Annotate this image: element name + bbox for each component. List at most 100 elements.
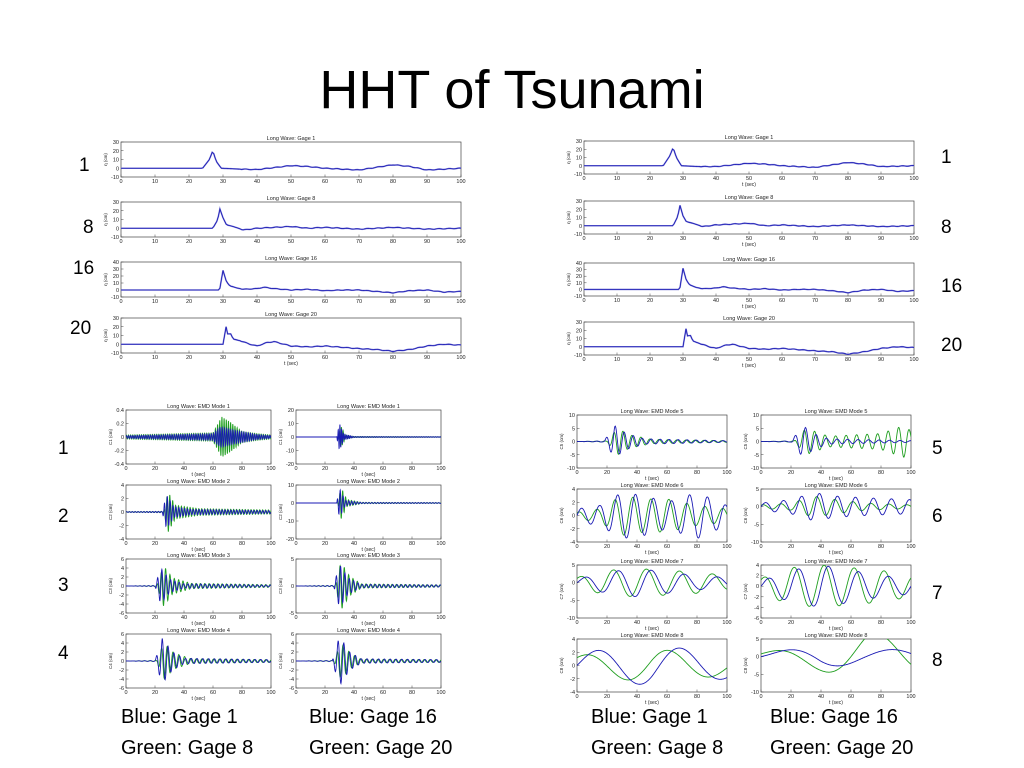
y-tick-label: 20	[113, 209, 119, 215]
plot-frame	[576, 488, 728, 543]
y-tick-label: -5	[570, 598, 575, 604]
x-tick-label: 90	[424, 299, 430, 305]
y-tick-label: 4	[572, 487, 575, 493]
plot-title: Long Wave: Gage 16	[265, 256, 317, 262]
x-tick-label: 30	[680, 357, 686, 363]
x-tick-label: 100	[722, 470, 731, 476]
x-tick-label: 20	[186, 299, 192, 305]
x-tick-label: 40	[351, 615, 357, 621]
series-line-green	[577, 568, 727, 597]
x-tick-label: 10	[152, 239, 158, 245]
y-tick-label: 5	[572, 563, 575, 569]
plot-frame	[120, 317, 462, 354]
x-tick-label: 40	[254, 179, 260, 185]
plot-title: Long Wave: EMD Mode 1	[337, 404, 400, 410]
x-tick-label: 60	[848, 544, 854, 550]
caption-line-blue: Blue: Gage 16	[770, 706, 898, 728]
x-tick-label: 80	[845, 357, 851, 363]
x-tick-label: 70	[356, 299, 362, 305]
y-tick-label: 10	[576, 216, 582, 222]
plot-frame	[583, 200, 915, 235]
x-tick-label: 80	[409, 615, 415, 621]
y-axis-label: C2 (cm)	[108, 504, 113, 520]
x-tick-label: 40	[713, 176, 719, 182]
x-tick-label: 20	[788, 544, 794, 550]
x-tick-label: 80	[694, 694, 700, 700]
series-line-blue	[296, 488, 441, 515]
x-axis-label: t (sec)	[192, 696, 206, 702]
x-tick-label: 60	[664, 470, 670, 476]
x-tick-label: 20	[322, 466, 328, 472]
x-tick-label: 20	[604, 470, 610, 476]
series-line-blue	[577, 425, 727, 455]
plot-title: Long Wave: Gage 1	[725, 135, 774, 141]
x-tick-label: 60	[779, 176, 785, 182]
plot-panel: Long Wave: EMD Mode 8 -10 -5 0 5 0 20 40 60 80 100…	[743, 633, 916, 706]
x-tick-label: 100	[456, 299, 465, 305]
x-tick-label: 30	[220, 239, 226, 245]
y-tick-label: -10	[111, 235, 119, 241]
y-tick-label: -6	[119, 686, 124, 692]
x-tick-label: 10	[152, 355, 158, 361]
x-tick-label: 20	[152, 615, 158, 621]
x-tick-label: 0	[759, 694, 762, 700]
x-tick-label: 80	[409, 466, 415, 472]
x-tick-label: 100	[909, 298, 918, 304]
y-tick-label: 0	[572, 664, 575, 670]
x-tick-label: 0	[294, 541, 297, 547]
x-tick-label: 70	[356, 239, 362, 245]
x-tick-label: 0	[759, 544, 762, 550]
x-tick-label: 0	[124, 690, 127, 696]
y-axis-label: C8 (cm)	[559, 657, 564, 673]
row-label-gage: 20	[941, 335, 963, 356]
x-tick-label: 100	[436, 541, 445, 547]
plot-title: Long Wave: EMD Mode 4	[167, 628, 230, 634]
y-tick-label: 6	[121, 632, 124, 638]
x-tick-label: 100	[722, 544, 731, 550]
x-tick-label: 90	[424, 355, 430, 361]
x-tick-label: 50	[288, 355, 294, 361]
y-axis-label: C5 (cm)	[559, 433, 564, 449]
y-tick-label: 10	[576, 281, 582, 287]
x-tick-label: 20	[152, 466, 158, 472]
x-tick-label: 100	[722, 620, 731, 626]
x-tick-label: 60	[848, 620, 854, 626]
y-tick-label: -4	[119, 677, 124, 683]
y-tick-label: 40	[113, 260, 119, 266]
y-tick-label: -10	[567, 466, 575, 472]
x-tick-label: 0	[124, 466, 127, 472]
plot-frame	[120, 201, 462, 238]
x-tick-label: 60	[210, 466, 216, 472]
series-line-blue	[296, 424, 441, 450]
legend-caption: Blue: Gage 16 Green: Gage 20	[309, 702, 452, 764]
x-axis-label: t (sec)	[742, 182, 756, 188]
x-axis-label: t (sec)	[829, 476, 843, 482]
x-tick-label: 20	[647, 236, 653, 242]
plot-title: Long Wave: EMD Mode 7	[805, 559, 868, 565]
x-tick-label: 20	[647, 357, 653, 363]
x-tick-label: 40	[634, 470, 640, 476]
x-axis-label: t (sec)	[645, 700, 659, 706]
x-tick-label: 80	[694, 544, 700, 550]
y-tick-label: 30	[576, 268, 582, 274]
plot-title: Long Wave: EMD Mode 3	[167, 553, 230, 559]
x-tick-label: 40	[634, 694, 640, 700]
y-tick-label: -10	[574, 353, 582, 359]
x-tick-label: 80	[694, 470, 700, 476]
x-tick-label: 0	[575, 620, 578, 626]
y-tick-label: 0	[121, 659, 124, 665]
y-tick-label: 20	[113, 274, 119, 280]
y-tick-label: -2	[119, 593, 124, 599]
x-tick-label: 0	[119, 239, 122, 245]
x-tick-label: 40	[351, 690, 357, 696]
plot-title: Long Wave: EMD Mode 5	[621, 409, 684, 415]
y-tick-label: -20	[286, 462, 294, 468]
y-tick-label: 0	[756, 655, 759, 661]
x-tick-label: 60	[779, 357, 785, 363]
series-line-green	[761, 496, 911, 516]
row-label-mode: 7	[932, 583, 943, 604]
